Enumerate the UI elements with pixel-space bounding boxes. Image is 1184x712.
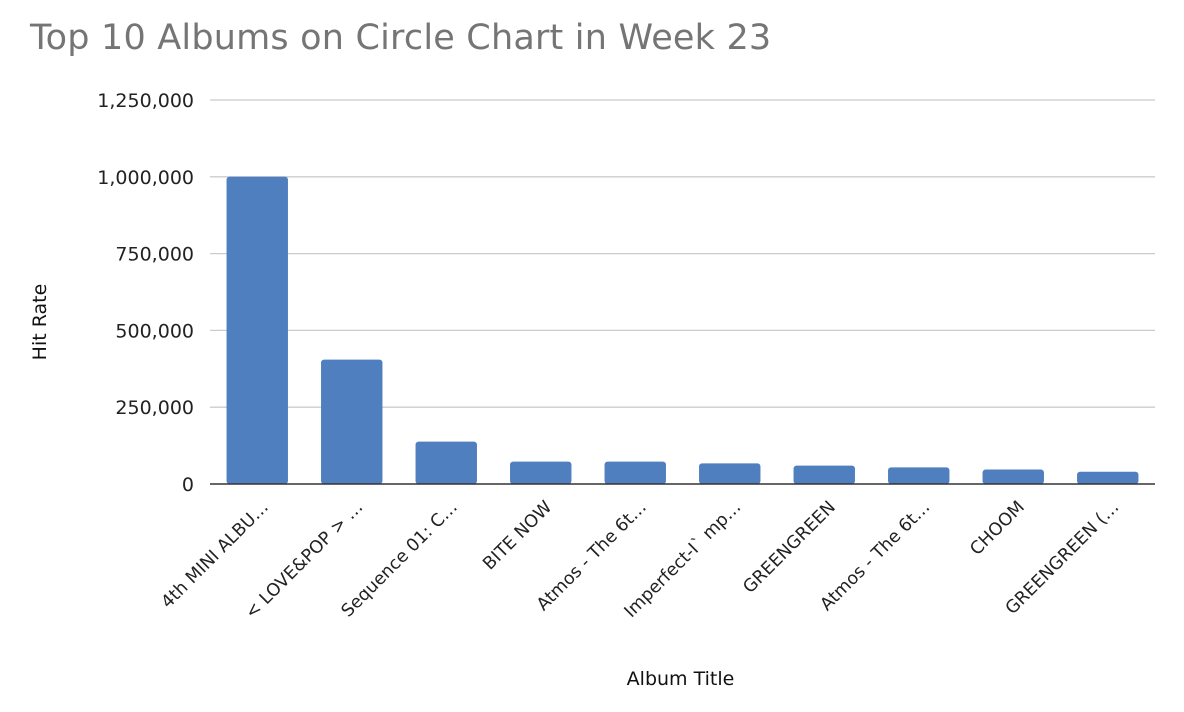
x-axis-ticks: 4th MINI ALBU…< LOVE&POP > …Sequence 01:… [158, 497, 1124, 623]
x-tick-label: GREENGREEN [739, 497, 839, 597]
y-tick-label: 250,000 [115, 397, 194, 419]
bar [888, 467, 950, 484]
y-tick-label: 0 [182, 474, 194, 496]
y-axis-label: Hit Rate [29, 284, 51, 361]
bars [226, 176, 1139, 485]
bar [982, 469, 1044, 484]
bar [604, 461, 666, 484]
y-tick-label: 1,250,000 [97, 90, 194, 112]
bar [1077, 471, 1139, 484]
bar [321, 359, 383, 484]
x-axis-label: Album Title [627, 668, 735, 690]
bar [793, 465, 855, 484]
x-tick-label: CHOOM [967, 497, 1029, 559]
y-axis-ticks: 0 250,000 500,000 750,000 1,000,000 1,250,000 [97, 90, 194, 496]
chart-title: Top 10 Albums on Circle Chart in Week 23 [30, 18, 772, 58]
y-tick-label: 1,000,000 [97, 167, 194, 189]
bar [226, 176, 288, 485]
y-tick-label: 750,000 [115, 244, 194, 266]
bar [415, 441, 477, 484]
x-tick-label: BITE NOW [479, 497, 556, 574]
bar [510, 461, 572, 484]
y-tick-label: 500,000 [115, 320, 194, 342]
bar [699, 463, 761, 484]
